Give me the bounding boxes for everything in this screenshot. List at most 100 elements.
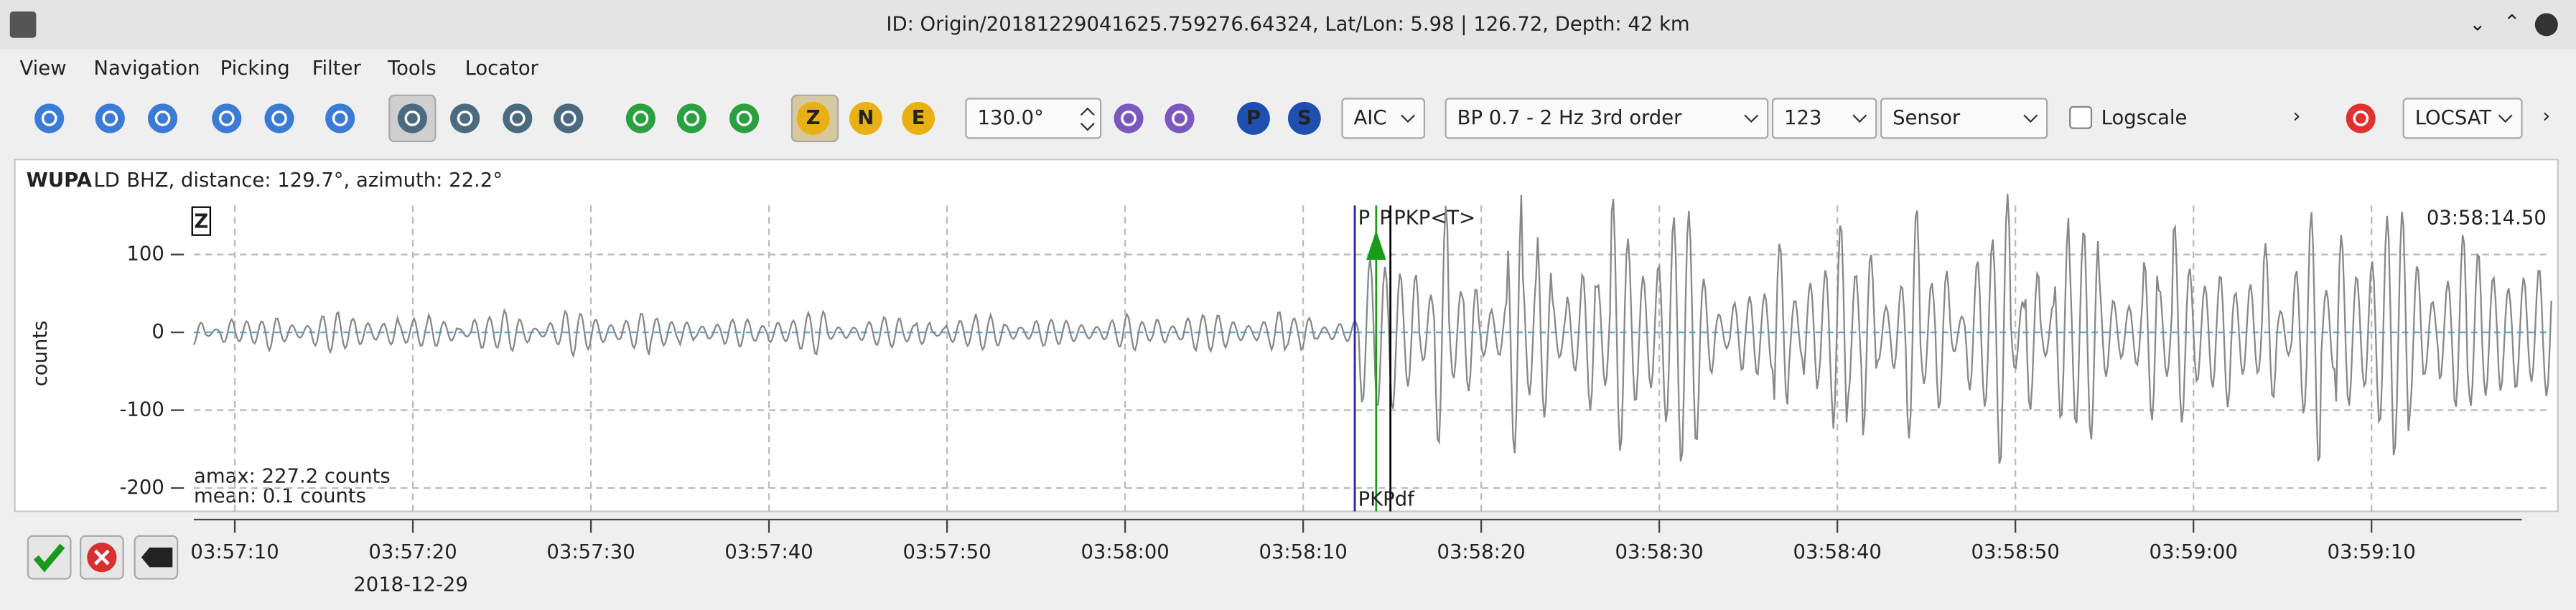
angle-spinbox-arrow xyxy=(1080,107,1095,131)
units-combo-arrow xyxy=(2023,114,2038,123)
toolbar-button[interactable] xyxy=(325,103,355,133)
toolbar-button[interactable] xyxy=(95,103,125,133)
toolbar-glyph xyxy=(271,111,287,126)
y-tick-label: -100 xyxy=(120,399,164,421)
toolbar-glyph xyxy=(218,111,235,126)
angle-spinbox[interactable] xyxy=(965,98,1102,139)
component-label: Z xyxy=(806,107,821,129)
x-tick-label: 03:57:40 xyxy=(724,541,813,563)
locator-combo-text: LOCSAT xyxy=(2415,107,2492,129)
component-box xyxy=(191,206,212,236)
x-tick-label: 03:57:20 xyxy=(368,541,457,563)
toolbar-button[interactable] xyxy=(625,103,656,133)
window-title: ID: Origin/20181229041625.759276.64324, … xyxy=(886,13,1689,35)
phase-button[interactable] xyxy=(1237,102,1270,135)
order-combo[interactable] xyxy=(1771,98,1877,139)
order-combo-text: 123 xyxy=(1784,107,1821,129)
component-button[interactable] xyxy=(796,102,830,135)
menu-item[interactable]: Filter xyxy=(312,57,362,80)
toolbar-more[interactable]: › xyxy=(2542,105,2550,128)
end-time: 03:58:14.50 xyxy=(2427,207,2547,230)
toolbar-button[interactable] xyxy=(1165,103,1195,133)
x-tick-label: 03:57:50 xyxy=(902,541,991,563)
trace-info: BHZ, distance: 129.7°, azimuth: 22.2° xyxy=(126,169,503,192)
x-tick-label: 03:58:30 xyxy=(1615,541,1703,563)
menu-item[interactable]: View xyxy=(19,57,66,80)
angle-spinbox-text: 130.0° xyxy=(978,107,1044,129)
menu-item[interactable]: Picking xyxy=(220,57,290,80)
toolbar-button[interactable] xyxy=(729,103,760,133)
picker-combo[interactable] xyxy=(1341,98,1426,139)
reject-cross xyxy=(94,549,110,566)
locator-combo[interactable] xyxy=(2402,98,2523,139)
y-tick-label: 0 xyxy=(151,321,164,343)
pick-label: PKP<T> xyxy=(1394,207,1475,230)
x-tick-label: 03:59:10 xyxy=(2328,541,2416,563)
toolbar-button[interactable] xyxy=(147,103,178,133)
network: LD xyxy=(93,169,119,192)
x-tick-label: 03:58:20 xyxy=(1437,541,1525,563)
toolbar-button[interactable] xyxy=(676,103,706,133)
toolbar-button[interactable] xyxy=(554,103,584,133)
waveform xyxy=(192,194,2552,464)
toolbar xyxy=(0,90,2576,151)
toolbar-glyph xyxy=(41,111,57,126)
close-button[interactable] xyxy=(2534,13,2558,37)
logscale-label: Logscale xyxy=(2101,107,2188,129)
toolbar-glyph xyxy=(332,111,348,126)
y-axis-label: counts xyxy=(29,321,52,387)
x-tick-label: 03:58:50 xyxy=(1971,541,2060,563)
toolbar-button[interactable] xyxy=(397,103,427,133)
pick-label: P xyxy=(1379,207,1391,230)
toolbar-button[interactable] xyxy=(264,103,294,133)
toolbar-button[interactable] xyxy=(449,103,480,133)
x-tick-label: 03:58:40 xyxy=(1793,541,1882,563)
units-combo[interactable] xyxy=(1880,98,2048,139)
amax: amax: 227.2 counts xyxy=(194,465,391,487)
filter-combo[interactable] xyxy=(1445,98,1769,139)
toolbar-button[interactable] xyxy=(212,103,242,133)
menu-item[interactable]: Navigation xyxy=(93,57,200,80)
toolbar-glyph xyxy=(102,111,118,126)
toolbar-more[interactable]: › xyxy=(2292,105,2300,128)
app-icon xyxy=(9,11,37,38)
accept-icon xyxy=(33,543,65,573)
toolbar-glyph xyxy=(560,111,577,126)
toolbar-button[interactable] xyxy=(34,103,65,133)
filter-combo-text: BP 0.7 - 2 Hz 3rd order xyxy=(1457,107,1682,129)
toolbar-button[interactable] xyxy=(2346,103,2376,133)
toolbar-glyph xyxy=(457,111,473,126)
minimize-button[interactable]: ⌄ xyxy=(2469,13,2486,35)
component-label: N xyxy=(857,107,874,129)
toolbar-button[interactable] xyxy=(1114,103,1144,133)
toolbar-glyph xyxy=(736,111,752,126)
picker-combo-text: AIC xyxy=(1354,107,1387,129)
units-combo-text: Sensor xyxy=(1893,107,1961,129)
x-tick-label: 03:58:00 xyxy=(1081,541,1169,563)
toolbar-glyph xyxy=(1121,111,1137,126)
component-button[interactable] xyxy=(849,102,882,135)
x-tick-label: 03:57:30 xyxy=(546,541,635,563)
menu-item[interactable]: Tools xyxy=(387,57,437,80)
component-button[interactable] xyxy=(902,102,935,135)
menu-item[interactable]: Locator xyxy=(465,57,539,80)
maximize-button[interactable]: ⌃ xyxy=(2503,11,2520,34)
menu-bar xyxy=(0,49,2576,91)
pick-label: PKPdf xyxy=(1358,488,1416,510)
toolbar-button[interactable] xyxy=(503,103,533,133)
date: 2018-12-29 xyxy=(353,574,468,596)
x-tick-label: 03:59:00 xyxy=(2150,541,2238,563)
pick-label: P xyxy=(1358,207,1371,230)
trace-panel xyxy=(14,159,2559,512)
toolbar-glyph xyxy=(1172,111,1187,126)
logscale-checkbox[interactable] xyxy=(2069,105,2093,129)
order-combo-arrow xyxy=(1852,114,1867,123)
component: Z xyxy=(194,210,208,233)
toolbar-glyph xyxy=(683,111,700,126)
phase-label: P xyxy=(1246,107,1261,129)
title-bar xyxy=(0,0,2576,50)
phase-button[interactable] xyxy=(1288,102,1321,135)
clear-icon xyxy=(141,547,173,568)
